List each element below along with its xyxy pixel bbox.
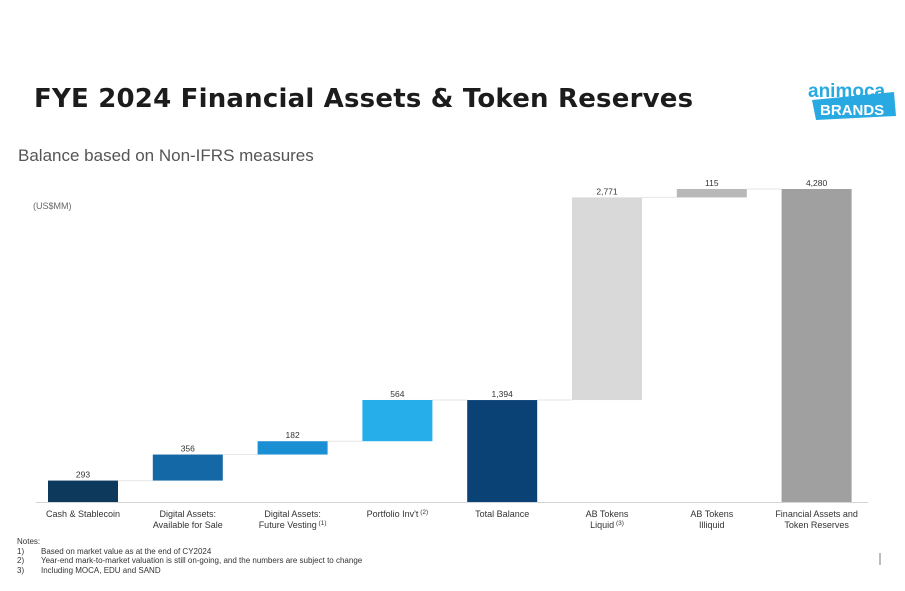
data-label: 1,394 <box>492 389 514 399</box>
bar <box>362 399 433 442</box>
logo-wordmark-top: animoca <box>808 81 886 102</box>
note-item: 2) Year-end mark-to-market valuation is … <box>17 556 362 566</box>
note-text: Based on market value as at the end of C… <box>41 546 212 556</box>
x-tick-label: Financial Assets and <box>775 509 858 519</box>
notes-heading: Notes: <box>17 537 41 546</box>
data-label: 564 <box>390 389 404 399</box>
data-label: 4,280 <box>806 178 828 188</box>
x-tick-label: Liquid (3) <box>590 520 624 530</box>
note-text: Year-end mark-to-market valuation is sti… <box>41 556 363 566</box>
text-cursor <box>879 553 881 565</box>
data-label: 356 <box>181 444 195 454</box>
note-number: 1) <box>17 546 25 556</box>
page-subtitle: Balance based on Non-IFRS measures <box>18 146 314 165</box>
x-tick-label: Portfolio Inv't (2) <box>367 509 429 519</box>
x-tick-label: Available for Sale <box>153 520 223 530</box>
page-title: FYE 2024 Financial Assets & Token Reserv… <box>34 84 694 114</box>
logo-banner <box>812 92 896 120</box>
x-tick-label: Illiquid <box>699 520 725 530</box>
animoca-brands-logo: animoca BRANDS <box>806 78 898 122</box>
footnote-marker: (2) <box>418 509 428 516</box>
logo-wordmark-bottom: BRANDS <box>820 102 884 119</box>
data-label: 293 <box>76 470 90 480</box>
x-tick-label: AB Tokens <box>586 509 629 519</box>
bar <box>781 189 852 502</box>
note-number: 3) <box>17 565 25 575</box>
unit-label: (US$MM) <box>33 201 72 211</box>
bar <box>572 197 642 401</box>
note-number: 2) <box>17 556 25 566</box>
data-label: 2,771 <box>596 186 618 196</box>
bar <box>467 400 538 502</box>
bar <box>676 189 747 198</box>
bar <box>48 480 118 502</box>
data-label: 182 <box>286 430 300 440</box>
note-text: Including MOCA, EDU and SAND <box>41 565 161 575</box>
x-tick-label: Total Balance <box>475 509 529 519</box>
note-item: 3) Including MOCA, EDU and SAND <box>17 566 362 576</box>
bar <box>257 441 328 455</box>
x-tick-label: AB Tokens <box>690 509 733 519</box>
notes-section: Notes: 1) Based on market value as at th… <box>17 537 362 575</box>
footnote-marker: (1) <box>317 520 327 527</box>
data-label: 115 <box>705 178 719 188</box>
x-tick-label: Cash & Stablecoin <box>46 509 120 519</box>
footnote-marker: (3) <box>614 520 624 527</box>
bar <box>152 454 223 481</box>
x-tick-label: Token Reserves <box>784 520 849 530</box>
x-tick-label: Future Vesting (1) <box>259 520 327 530</box>
note-item: 1) Based on market value as at the end o… <box>17 547 362 557</box>
x-tick-label: Digital Assets: <box>160 509 217 519</box>
x-tick-label: Digital Assets: <box>264 509 321 519</box>
